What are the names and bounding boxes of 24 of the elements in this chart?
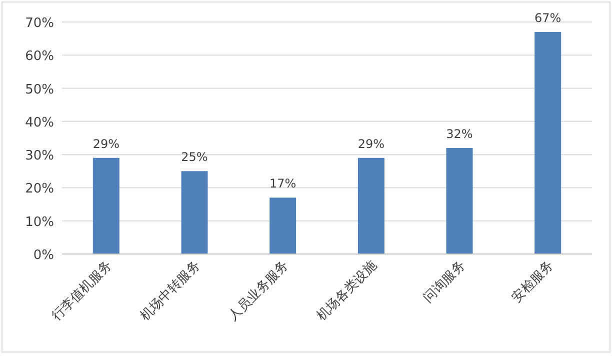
bar: [181, 171, 208, 254]
y-tick-label: 10%: [25, 214, 54, 230]
y-tick-label: 70%: [25, 16, 54, 31]
x-tick-label: 机场中转服务: [138, 258, 204, 324]
x-tick-label: 人员业务服务: [226, 258, 292, 324]
x-tick-label: 机场各类设施: [314, 258, 380, 324]
bar: [534, 32, 562, 254]
y-tick-label: 50%: [25, 82, 54, 98]
data-label: 17%: [269, 176, 296, 191]
data-label: 32%: [446, 126, 473, 141]
y-tick-label: 40%: [25, 115, 54, 130]
data-label: 25%: [181, 150, 208, 164]
data-label: 29%: [358, 136, 385, 151]
bar: [270, 198, 296, 254]
data-label: 67%: [534, 10, 562, 25]
x-tick-label: 安检服务: [508, 258, 557, 306]
y-tick-label: 60%: [25, 49, 54, 64]
y-tick-label: 20%: [25, 182, 54, 197]
bar: [92, 158, 120, 254]
bar: [446, 148, 473, 254]
data-label: 29%: [92, 136, 120, 151]
bar: [358, 158, 384, 254]
y-tick-label: 30%: [25, 148, 54, 164]
x-tick-label: 问询服务: [420, 258, 468, 306]
